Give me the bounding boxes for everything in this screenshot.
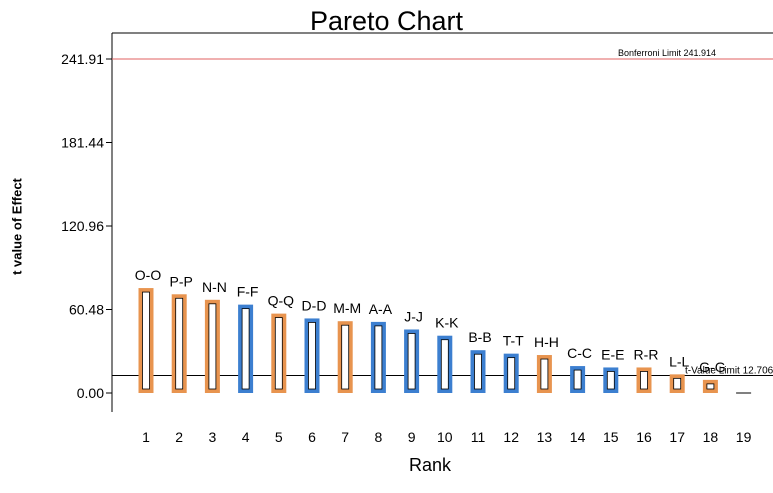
bonferroni-limit-label: Bonferroni Limit 241.914	[618, 48, 716, 58]
x-axis-label: Rank	[408, 455, 452, 475]
x-tick-label: 2	[175, 429, 183, 445]
bar-label: E-E	[601, 346, 624, 362]
bar-inner	[374, 325, 383, 390]
x-tick-label: 5	[275, 429, 283, 445]
x-tick-label: 9	[408, 429, 416, 445]
bar	[238, 304, 254, 393]
bar	[702, 379, 718, 393]
y-tick-label: 0.00	[77, 385, 104, 401]
bar-label: G-G	[699, 359, 725, 375]
x-tick-label: 10	[437, 429, 453, 445]
x-tick-label: 14	[570, 429, 586, 445]
bar-label: D-D	[302, 297, 327, 313]
bar-label: K-K	[435, 315, 459, 331]
bar-inner	[308, 322, 316, 390]
bar-inner	[142, 291, 150, 390]
bar-inner	[175, 297, 184, 390]
bar-inner	[540, 358, 549, 390]
bar-label: O-O	[135, 267, 162, 283]
bar	[271, 313, 287, 393]
bar-inner	[706, 383, 715, 390]
bar	[404, 329, 420, 393]
bar-label: T-T	[503, 333, 524, 349]
x-tick-label: 13	[537, 429, 553, 445]
bar	[636, 367, 652, 393]
x-tick-label: 19	[736, 429, 752, 445]
bar-label: C-C	[567, 345, 592, 361]
bar-label: B-B	[468, 329, 491, 345]
y-tick-label: 181.44	[61, 134, 104, 150]
bar-label: P-P	[170, 273, 193, 289]
x-tick-label: 6	[308, 429, 316, 445]
bar	[204, 299, 220, 393]
t-value-limit-label: t-Value Limit 12.7062	[685, 365, 773, 376]
bar	[138, 288, 154, 393]
bar	[536, 355, 552, 393]
bar-inner	[507, 357, 516, 390]
y-axis-label: t value of Effect	[9, 178, 25, 275]
bar-inner	[640, 371, 648, 390]
bar-label: L-L	[669, 353, 689, 369]
bar-inner	[241, 308, 250, 390]
x-tick-label: 8	[375, 429, 383, 445]
bar	[470, 350, 486, 393]
y-tick-label: 120.96	[61, 218, 104, 234]
x-tick-label: 1	[142, 429, 150, 445]
plot-axes	[106, 32, 773, 412]
bar-inner	[474, 353, 482, 390]
bar-series	[138, 288, 752, 394]
bar-inner	[208, 303, 217, 390]
bar	[171, 294, 187, 393]
bar-inner	[606, 371, 615, 390]
bar-label: N-N	[202, 279, 227, 295]
bar-label: H-H	[534, 334, 559, 350]
bar-label: R-R	[634, 346, 659, 362]
tick-labels: 0.00 60.48 120.96 181.44 241.91 1 O-O 2 P-P 3 N-N 4…	[61, 51, 751, 445]
x-tick-label: 4	[242, 429, 250, 445]
bar-label: Q-Q	[268, 293, 295, 309]
bar	[570, 366, 586, 393]
bar-inner	[673, 377, 682, 390]
bar-inner	[573, 369, 582, 390]
bar-inner	[341, 324, 350, 390]
bar	[370, 321, 386, 393]
x-tick-label: 17	[669, 429, 685, 445]
x-tick-label: 7	[341, 429, 349, 445]
bar-inner	[274, 317, 283, 390]
bar	[669, 374, 685, 393]
bar	[603, 367, 619, 393]
x-tick-label: 12	[503, 429, 519, 445]
x-tick-label: 16	[636, 429, 652, 445]
bar-inner	[440, 339, 449, 390]
bar-label: F-F	[237, 284, 259, 300]
x-tick-label: 11	[471, 429, 486, 445]
y-tick-label: 60.48	[69, 301, 104, 317]
bar-label: M-M	[333, 300, 361, 316]
bar-label: A-A	[369, 301, 393, 317]
bar	[337, 321, 353, 393]
bar	[437, 335, 453, 393]
bar	[304, 318, 320, 393]
bar-inner	[407, 333, 416, 390]
bar	[503, 353, 519, 393]
x-tick-label: 18	[703, 429, 719, 445]
chart-title: Pareto Chart	[309, 6, 464, 36]
x-tick-label: 15	[603, 429, 619, 445]
x-tick-label: 3	[209, 429, 217, 445]
y-tick-label: 241.91	[61, 51, 104, 67]
bar-label: J-J	[404, 308, 423, 324]
